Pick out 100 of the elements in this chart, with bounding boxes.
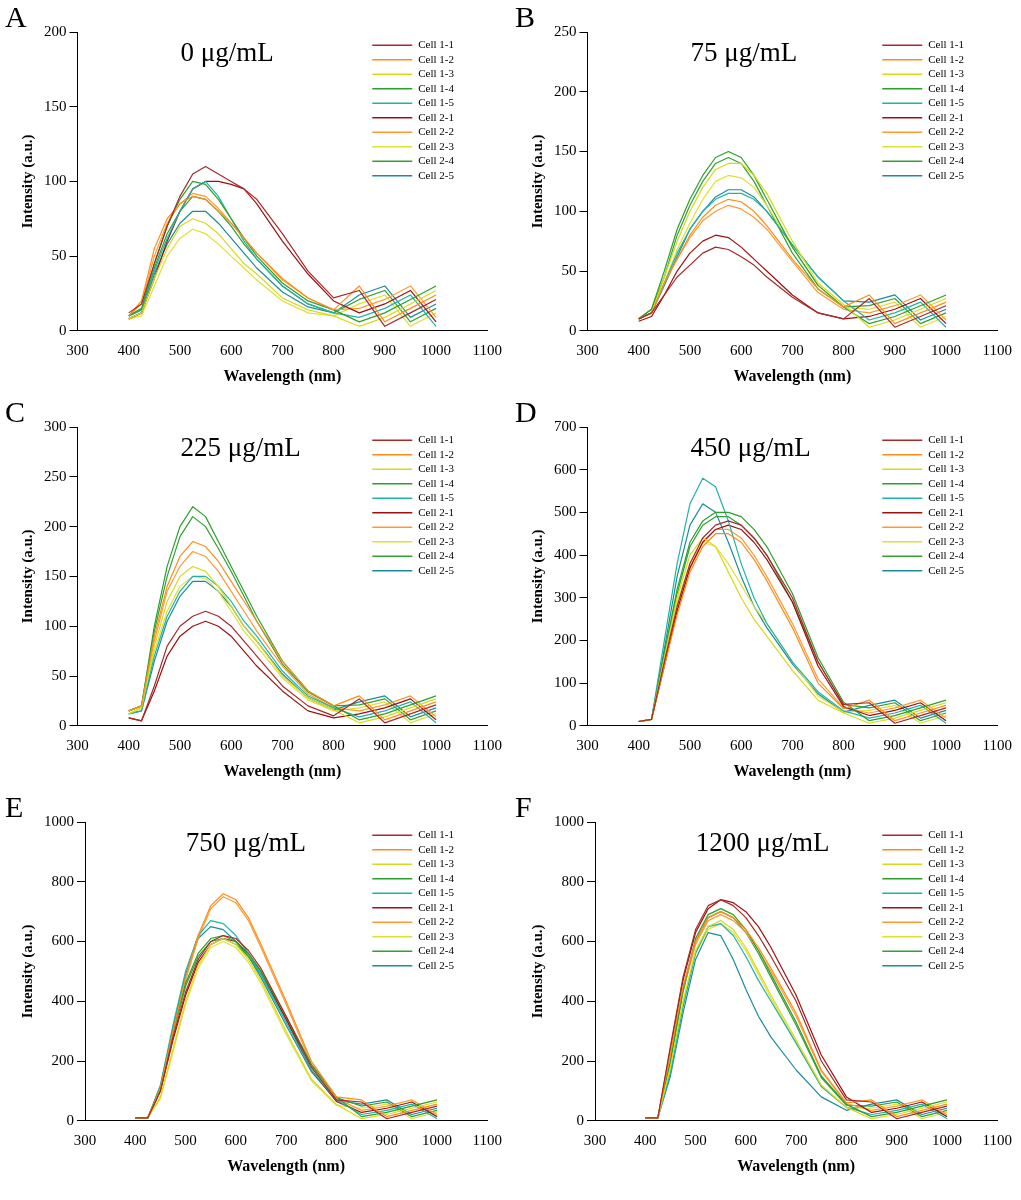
legend-label: Cell 1-3 bbox=[928, 67, 965, 80]
x-tick-label: 600 bbox=[734, 1131, 758, 1148]
x-tick-label: 700 bbox=[274, 1131, 298, 1148]
x-tick-label: 1100 bbox=[982, 736, 1012, 753]
y-axis-title: Intensity (a.u.) bbox=[528, 134, 546, 229]
x-tick-label: 700 bbox=[784, 1131, 808, 1148]
legend-label: Cell 1-4 bbox=[928, 871, 965, 884]
y-tick-label: 400 bbox=[51, 992, 74, 1009]
legend-label: Cell 2-5 bbox=[928, 958, 965, 971]
legend-label: Cell 2-1 bbox=[928, 110, 965, 123]
x-tick-label: 800 bbox=[322, 736, 345, 753]
legend-label: Cell 2-2 bbox=[418, 520, 455, 533]
x-tick-label: 500 bbox=[678, 736, 702, 753]
x-tick-label: 1000 bbox=[931, 341, 962, 358]
legend-label: Cell 1-1 bbox=[928, 433, 965, 446]
x-tick-label: 400 bbox=[627, 341, 650, 358]
y-tick-label: 0 bbox=[569, 321, 577, 338]
legend-label: Cell 2-2 bbox=[928, 520, 965, 533]
x-tick-label: 1000 bbox=[931, 1131, 962, 1148]
x-tick-label: 900 bbox=[373, 736, 397, 753]
x-tick-label: 1000 bbox=[421, 341, 452, 358]
legend-label: Cell 2-5 bbox=[418, 168, 455, 181]
legend-label: Cell 2-4 bbox=[928, 549, 965, 562]
y-tick-label: 200 bbox=[554, 82, 577, 99]
y-tick-label: 700 bbox=[554, 417, 577, 434]
y-tick-label: 0 bbox=[66, 1111, 74, 1128]
legend-label: Cell 1-3 bbox=[928, 857, 965, 870]
annotation: 750 μg/mL bbox=[185, 826, 306, 857]
legend-label: Cell 2-4 bbox=[418, 154, 455, 167]
legend-label: Cell 1-4 bbox=[928, 476, 965, 489]
y-tick-label: 50 bbox=[51, 247, 67, 264]
chart-title: C bbox=[5, 395, 26, 429]
y-tick-label: 150 bbox=[554, 142, 577, 159]
x-tick-label: 600 bbox=[729, 341, 753, 358]
legend-label: Cell 1-1 bbox=[928, 828, 965, 841]
x-tick-label: 400 bbox=[124, 1131, 147, 1148]
legend-label: Cell 1-1 bbox=[418, 433, 455, 446]
x-tick-label: 700 bbox=[781, 736, 804, 753]
y-tick-label: 50 bbox=[51, 666, 67, 683]
x-tick-label: 1100 bbox=[472, 736, 502, 753]
y-tick-label: 800 bbox=[561, 872, 584, 889]
annotation: 0 μg/mL bbox=[180, 36, 274, 67]
legend-label: Cell 2-2 bbox=[418, 125, 455, 138]
legend-label: Cell 1-3 bbox=[418, 857, 455, 870]
legend-label: Cell 2-4 bbox=[928, 154, 965, 167]
y-tick-label: 200 bbox=[561, 1051, 584, 1068]
legend-label: Cell 1-5 bbox=[928, 886, 965, 899]
x-axis-title: Wavelength (nm) bbox=[733, 761, 852, 780]
x-tick-label: 600 bbox=[219, 341, 243, 358]
y-tick-label: 500 bbox=[554, 503, 577, 520]
x-tick-label: 1000 bbox=[421, 1131, 452, 1148]
legend-label: Cell 2-1 bbox=[928, 505, 965, 518]
y-tick-label: 50 bbox=[561, 261, 577, 278]
annotation: 225 μg/mL bbox=[180, 431, 301, 462]
legend-label: Cell 2-5 bbox=[418, 563, 455, 576]
x-tick-label: 900 bbox=[883, 341, 907, 358]
y-tick-label: 100 bbox=[554, 674, 577, 691]
y-axis-title: Intensity (a.u.) bbox=[18, 134, 36, 229]
legend-label: Cell 1-2 bbox=[418, 842, 455, 855]
x-axis-title: Wavelength (nm) bbox=[227, 1156, 346, 1175]
y-axis-title: Intensity (a.u.) bbox=[528, 529, 546, 624]
legend-label: Cell 1-2 bbox=[418, 447, 455, 460]
x-tick-label: 500 bbox=[168, 736, 192, 753]
legend-label: Cell 1-3 bbox=[928, 462, 965, 475]
annotation: 1200 μg/mL bbox=[695, 826, 830, 857]
x-tick-label: 800 bbox=[832, 341, 855, 358]
y-tick-label: 1000 bbox=[554, 812, 584, 829]
x-tick-label: 400 bbox=[634, 1131, 657, 1148]
y-tick-label: 200 bbox=[51, 1051, 74, 1068]
x-tick-label: 600 bbox=[729, 736, 753, 753]
x-tick-label: 500 bbox=[174, 1131, 197, 1148]
x-tick-label: 700 bbox=[271, 736, 294, 753]
legend-label: Cell 1-3 bbox=[418, 462, 455, 475]
legend-label: Cell 2-3 bbox=[418, 534, 455, 547]
y-tick-label: 250 bbox=[44, 467, 67, 484]
legend-label: Cell 2-3 bbox=[418, 139, 455, 152]
x-tick-label: 1100 bbox=[982, 1131, 1012, 1148]
x-tick-label: 1100 bbox=[472, 341, 502, 358]
x-tick-label: 300 bbox=[583, 1131, 607, 1148]
x-tick-label: 1100 bbox=[472, 1131, 502, 1148]
x-tick-label: 400 bbox=[117, 736, 140, 753]
y-tick-label: 200 bbox=[554, 631, 577, 648]
y-tick-label: 100 bbox=[44, 172, 67, 189]
x-tick-label: 300 bbox=[73, 1131, 97, 1148]
y-tick-label: 100 bbox=[554, 202, 577, 219]
legend-label: Cell 1-5 bbox=[928, 96, 965, 109]
y-tick-label: 150 bbox=[44, 97, 67, 114]
x-axis-title: Wavelength (nm) bbox=[733, 366, 852, 385]
y-axis-title: Intensity (a.u.) bbox=[18, 924, 36, 1019]
x-tick-label: 800 bbox=[322, 341, 345, 358]
y-tick-label: 200 bbox=[44, 22, 67, 39]
x-tick-label: 600 bbox=[224, 1131, 248, 1148]
legend-label: Cell 1-1 bbox=[418, 828, 455, 841]
y-tick-label: 400 bbox=[554, 545, 577, 562]
y-axis-title: Intensity (a.u.) bbox=[18, 529, 36, 624]
legend-label: Cell 2-1 bbox=[418, 110, 455, 123]
legend-label: Cell 1-5 bbox=[418, 96, 455, 109]
y-tick-label: 600 bbox=[51, 932, 74, 949]
x-tick-label: 1000 bbox=[421, 736, 452, 753]
y-tick-label: 400 bbox=[561, 992, 584, 1009]
